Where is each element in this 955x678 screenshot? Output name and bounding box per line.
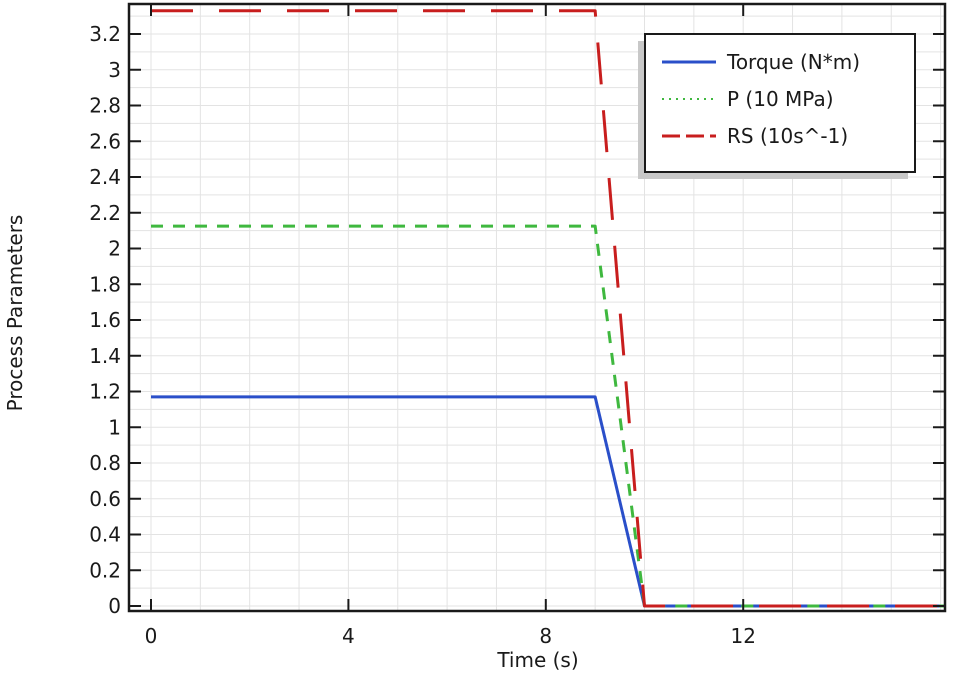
y-tick-label: 0.4 [89, 523, 121, 547]
x-axis-title: Time (s) [496, 648, 578, 672]
y-tick-label: 0.8 [89, 451, 121, 475]
series-line-1 [151, 224, 944, 608]
legend-items: Torque (N*m) P (10 MPa) RS (10s^-1) [662, 50, 860, 148]
legend-label-2: RS (10s^-1) [727, 124, 848, 148]
y-tick-label: 3.2 [89, 22, 121, 46]
y-tick-label: 2.6 [89, 129, 121, 153]
y-tick-label: 0.6 [89, 487, 121, 511]
y-tick-label: 3 [108, 58, 121, 82]
x-tick-label: 8 [539, 624, 552, 648]
x-tick-label: 4 [342, 624, 355, 648]
plot-frame [127, 2, 947, 613]
series-line-0 [151, 395, 944, 608]
y-tick-label: 1.2 [89, 380, 121, 404]
y-tick-label: 1.4 [89, 344, 121, 368]
x-tick-label: 12 [730, 624, 755, 648]
x-tick-label: 0 [145, 624, 158, 648]
y-tick-label: 2 [108, 237, 121, 261]
y-tick-label: 2.4 [89, 165, 121, 189]
x-axis-ticks: 0 4 8 12 [145, 4, 756, 648]
y-tick-label: 2.8 [89, 94, 121, 118]
y-tick-label: 1.6 [89, 308, 121, 332]
series-lines [151, 9, 944, 608]
legend-label-1: P (10 MPa) [727, 87, 834, 111]
y-tick-label: 1 [108, 415, 121, 439]
series-line-2 [151, 9, 944, 608]
y-tick-label: 2.2 [89, 201, 121, 225]
y-tick-label: 1.8 [89, 272, 121, 296]
y-axis-ticks: 0 0.2 0.4 0.6 0.8 1 1.2 1.4 1.6 1.8 2 2.2 2.4 2.6 2.8 3… [89, 22, 945, 618]
legend-box [644, 33, 916, 173]
legend: Torque (N*m) P (10 MPa) RS (10s^-1) [638, 33, 916, 179]
y-tick-label: 0.2 [89, 558, 121, 582]
y-tick-label: 0 [108, 594, 121, 618]
legend-label-0: Torque (N*m) [726, 50, 860, 74]
y-axis-title: Process Parameters [3, 215, 27, 412]
